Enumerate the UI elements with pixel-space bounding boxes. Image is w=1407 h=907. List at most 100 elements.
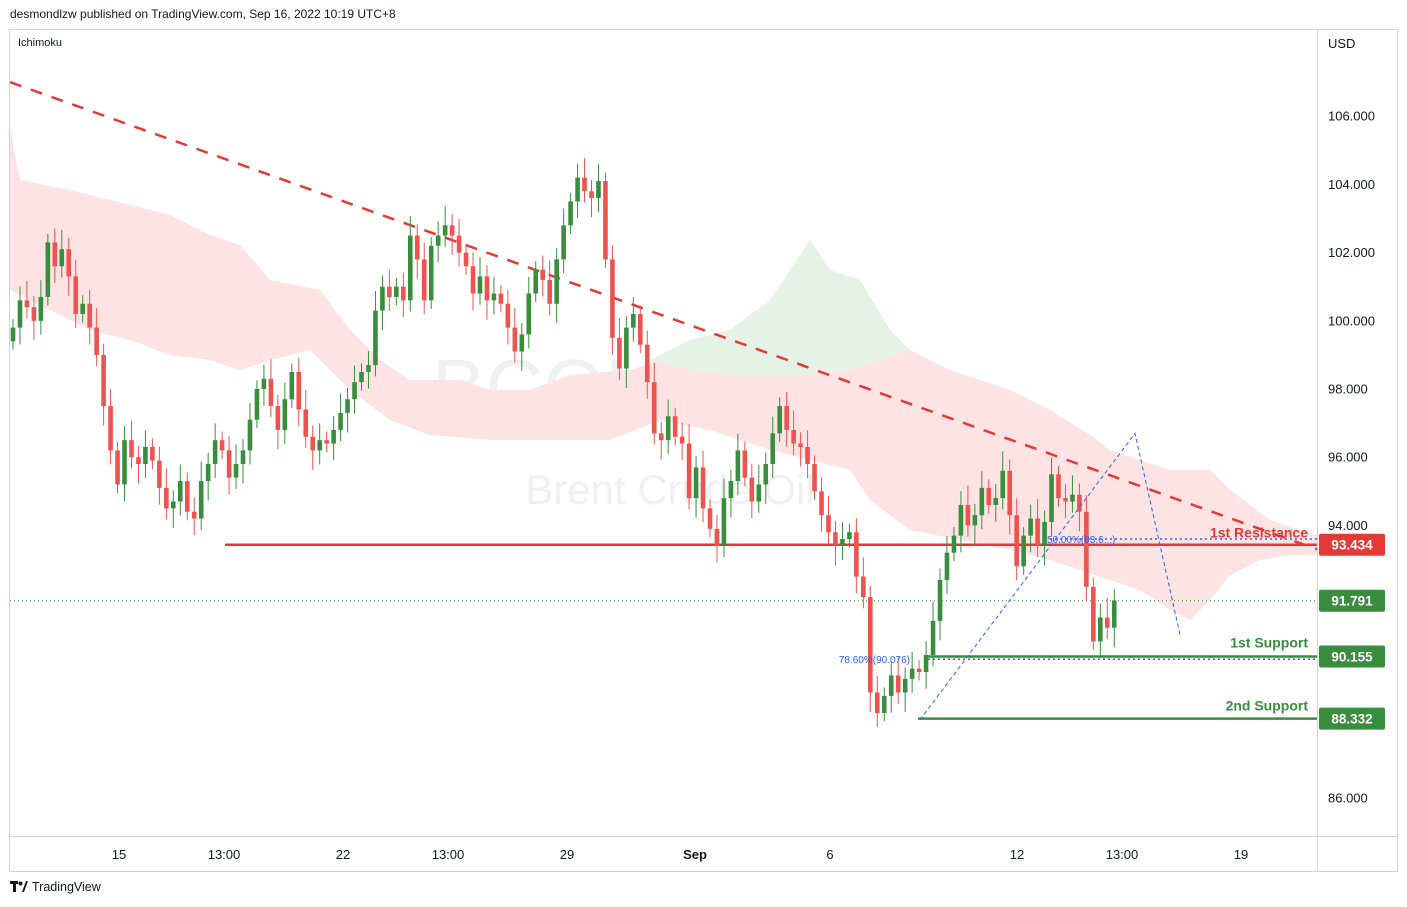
candle[interactable] <box>359 371 364 383</box>
fib-swing-lines[interactable] <box>919 432 1181 721</box>
candle[interactable] <box>1007 470 1013 516</box>
candle[interactable] <box>1021 535 1026 567</box>
candle[interactable] <box>589 191 594 199</box>
candle[interactable] <box>108 406 113 451</box>
candle[interactable] <box>561 225 566 260</box>
candle[interactable] <box>1049 474 1054 522</box>
candle[interactable] <box>275 406 281 430</box>
candle[interactable] <box>944 552 950 580</box>
candle[interactable] <box>902 678 908 693</box>
candle[interactable] <box>805 446 810 465</box>
candle[interactable] <box>749 477 755 502</box>
candle[interactable] <box>812 464 817 492</box>
candle[interactable] <box>972 515 978 526</box>
candle[interactable] <box>923 654 929 673</box>
candle[interactable] <box>868 597 873 693</box>
candle[interactable] <box>1098 617 1103 642</box>
candle[interactable] <box>219 440 225 451</box>
candle[interactable] <box>477 276 483 294</box>
candle[interactable] <box>965 504 971 526</box>
candle[interactable] <box>833 532 838 546</box>
candle[interactable] <box>861 576 866 598</box>
candle[interactable] <box>624 327 629 369</box>
candle[interactable] <box>888 675 894 696</box>
candle[interactable] <box>317 440 322 451</box>
candle[interactable] <box>644 344 650 383</box>
candle[interactable] <box>986 487 992 505</box>
candle[interactable] <box>505 303 511 328</box>
candle[interactable] <box>958 504 964 536</box>
candle[interactable] <box>94 327 99 355</box>
candle[interactable] <box>1091 586 1096 642</box>
candle[interactable] <box>115 450 120 485</box>
candle[interactable] <box>435 235 441 246</box>
candle[interactable] <box>930 620 936 655</box>
candle[interactable] <box>631 313 636 328</box>
candle[interactable] <box>352 382 357 400</box>
candle[interactable] <box>491 293 497 301</box>
candle[interactable] <box>470 266 476 294</box>
candle[interactable] <box>840 539 845 546</box>
candle[interactable] <box>122 440 127 485</box>
candle[interactable] <box>937 579 943 621</box>
candle[interactable] <box>721 498 727 546</box>
candle[interactable] <box>596 180 601 199</box>
candle[interactable] <box>191 511 197 519</box>
candle[interactable] <box>24 300 30 308</box>
candle[interactable] <box>31 307 37 321</box>
candle[interactable] <box>373 310 378 366</box>
candle[interactable] <box>303 409 309 437</box>
candle[interactable] <box>881 695 887 713</box>
indicator-label[interactable]: Ichimoku <box>18 37 62 49</box>
candle[interactable] <box>1084 511 1089 587</box>
candle[interactable] <box>401 286 406 301</box>
candle[interactable] <box>540 269 546 280</box>
candle[interactable] <box>1063 498 1068 502</box>
candle[interactable] <box>1104 617 1110 628</box>
candle[interactable] <box>296 371 302 410</box>
candle[interactable] <box>547 279 552 304</box>
candle[interactable] <box>728 481 734 499</box>
candle[interactable] <box>874 692 880 713</box>
candle[interactable] <box>59 249 65 267</box>
candle[interactable] <box>17 300 23 328</box>
candle[interactable] <box>282 399 288 430</box>
candle[interactable] <box>819 491 824 516</box>
candle[interactable] <box>909 668 915 679</box>
candle[interactable] <box>484 276 490 301</box>
candle[interactable] <box>686 443 692 499</box>
price-chart[interactable]: BCOUSD, 4h Brent Crude Oil 1st Resistanc… <box>10 30 1397 871</box>
candle[interactable] <box>700 467 706 509</box>
candle[interactable] <box>979 487 985 516</box>
candle[interactable] <box>421 259 427 301</box>
candle[interactable] <box>658 433 664 441</box>
candle[interactable] <box>526 293 532 335</box>
candle[interactable] <box>394 286 399 297</box>
candle[interactable] <box>136 457 141 465</box>
candle[interactable] <box>847 532 852 540</box>
candle[interactable] <box>756 484 762 502</box>
candle[interactable] <box>80 303 85 314</box>
candle[interactable] <box>1056 474 1061 499</box>
candle[interactable] <box>1042 521 1047 546</box>
candle[interactable] <box>150 446 155 461</box>
candle[interactable] <box>205 464 211 482</box>
candle[interactable] <box>512 327 518 352</box>
candle[interactable] <box>568 201 573 226</box>
candle[interactable] <box>784 406 789 430</box>
candle[interactable] <box>951 535 957 553</box>
candle[interactable] <box>143 446 148 465</box>
candle[interactable] <box>854 532 859 577</box>
candle[interactable] <box>1035 518 1040 546</box>
candle[interactable] <box>428 245 434 301</box>
candle[interactable] <box>345 399 350 413</box>
candle[interactable] <box>791 429 796 444</box>
candle[interactable] <box>101 354 106 407</box>
candle[interactable] <box>456 235 462 253</box>
candle[interactable] <box>87 303 92 328</box>
candle[interactable] <box>916 668 922 673</box>
candle[interactable] <box>1028 518 1033 536</box>
candle[interactable] <box>1111 600 1117 628</box>
candle[interactable] <box>735 450 741 482</box>
candle[interactable] <box>380 286 385 311</box>
